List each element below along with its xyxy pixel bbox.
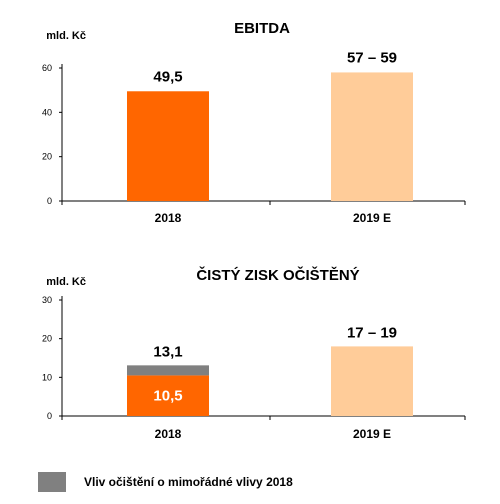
bar-segment <box>331 346 413 416</box>
y-tick-label: 40 <box>42 107 52 117</box>
bar-value-label: 57 – 59 <box>347 49 397 66</box>
y-tick-label: 10 <box>42 372 52 382</box>
x-category-label: 2019 E <box>353 211 391 225</box>
bar-total-label: 13,1 <box>153 343 182 360</box>
bar-total-label: 17 – 19 <box>347 324 397 341</box>
y-tick-label: 0 <box>47 196 52 206</box>
x-category-label: 2019 E <box>353 427 391 441</box>
bar-segment-label: 10,5 <box>153 388 182 405</box>
y-tick-label: 20 <box>42 152 52 162</box>
bar <box>331 72 413 201</box>
unit-label: mld. Kč <box>46 30 86 42</box>
bar <box>127 91 209 201</box>
chart-title: ČISTÝ ZISK OČIŠTĚNÝ <box>196 266 359 284</box>
legend-label: Vliv očištění o mimořádné vlivy 2018 <box>84 475 293 489</box>
legend-swatch <box>38 472 66 492</box>
y-tick-label: 30 <box>42 295 52 305</box>
y-tick-label: 0 <box>47 411 52 421</box>
y-tick-label: 60 <box>42 63 52 73</box>
y-tick-label: 20 <box>42 334 52 344</box>
bar-segment <box>127 375 209 416</box>
bar-segment <box>127 365 209 376</box>
x-category-label: 2018 <box>155 211 182 225</box>
unit-label: mld. Kč <box>46 276 86 288</box>
x-category-label: 2018 <box>155 427 182 441</box>
chart-title: EBITDA <box>234 20 290 37</box>
bar-value-label: 49,5 <box>153 68 182 85</box>
